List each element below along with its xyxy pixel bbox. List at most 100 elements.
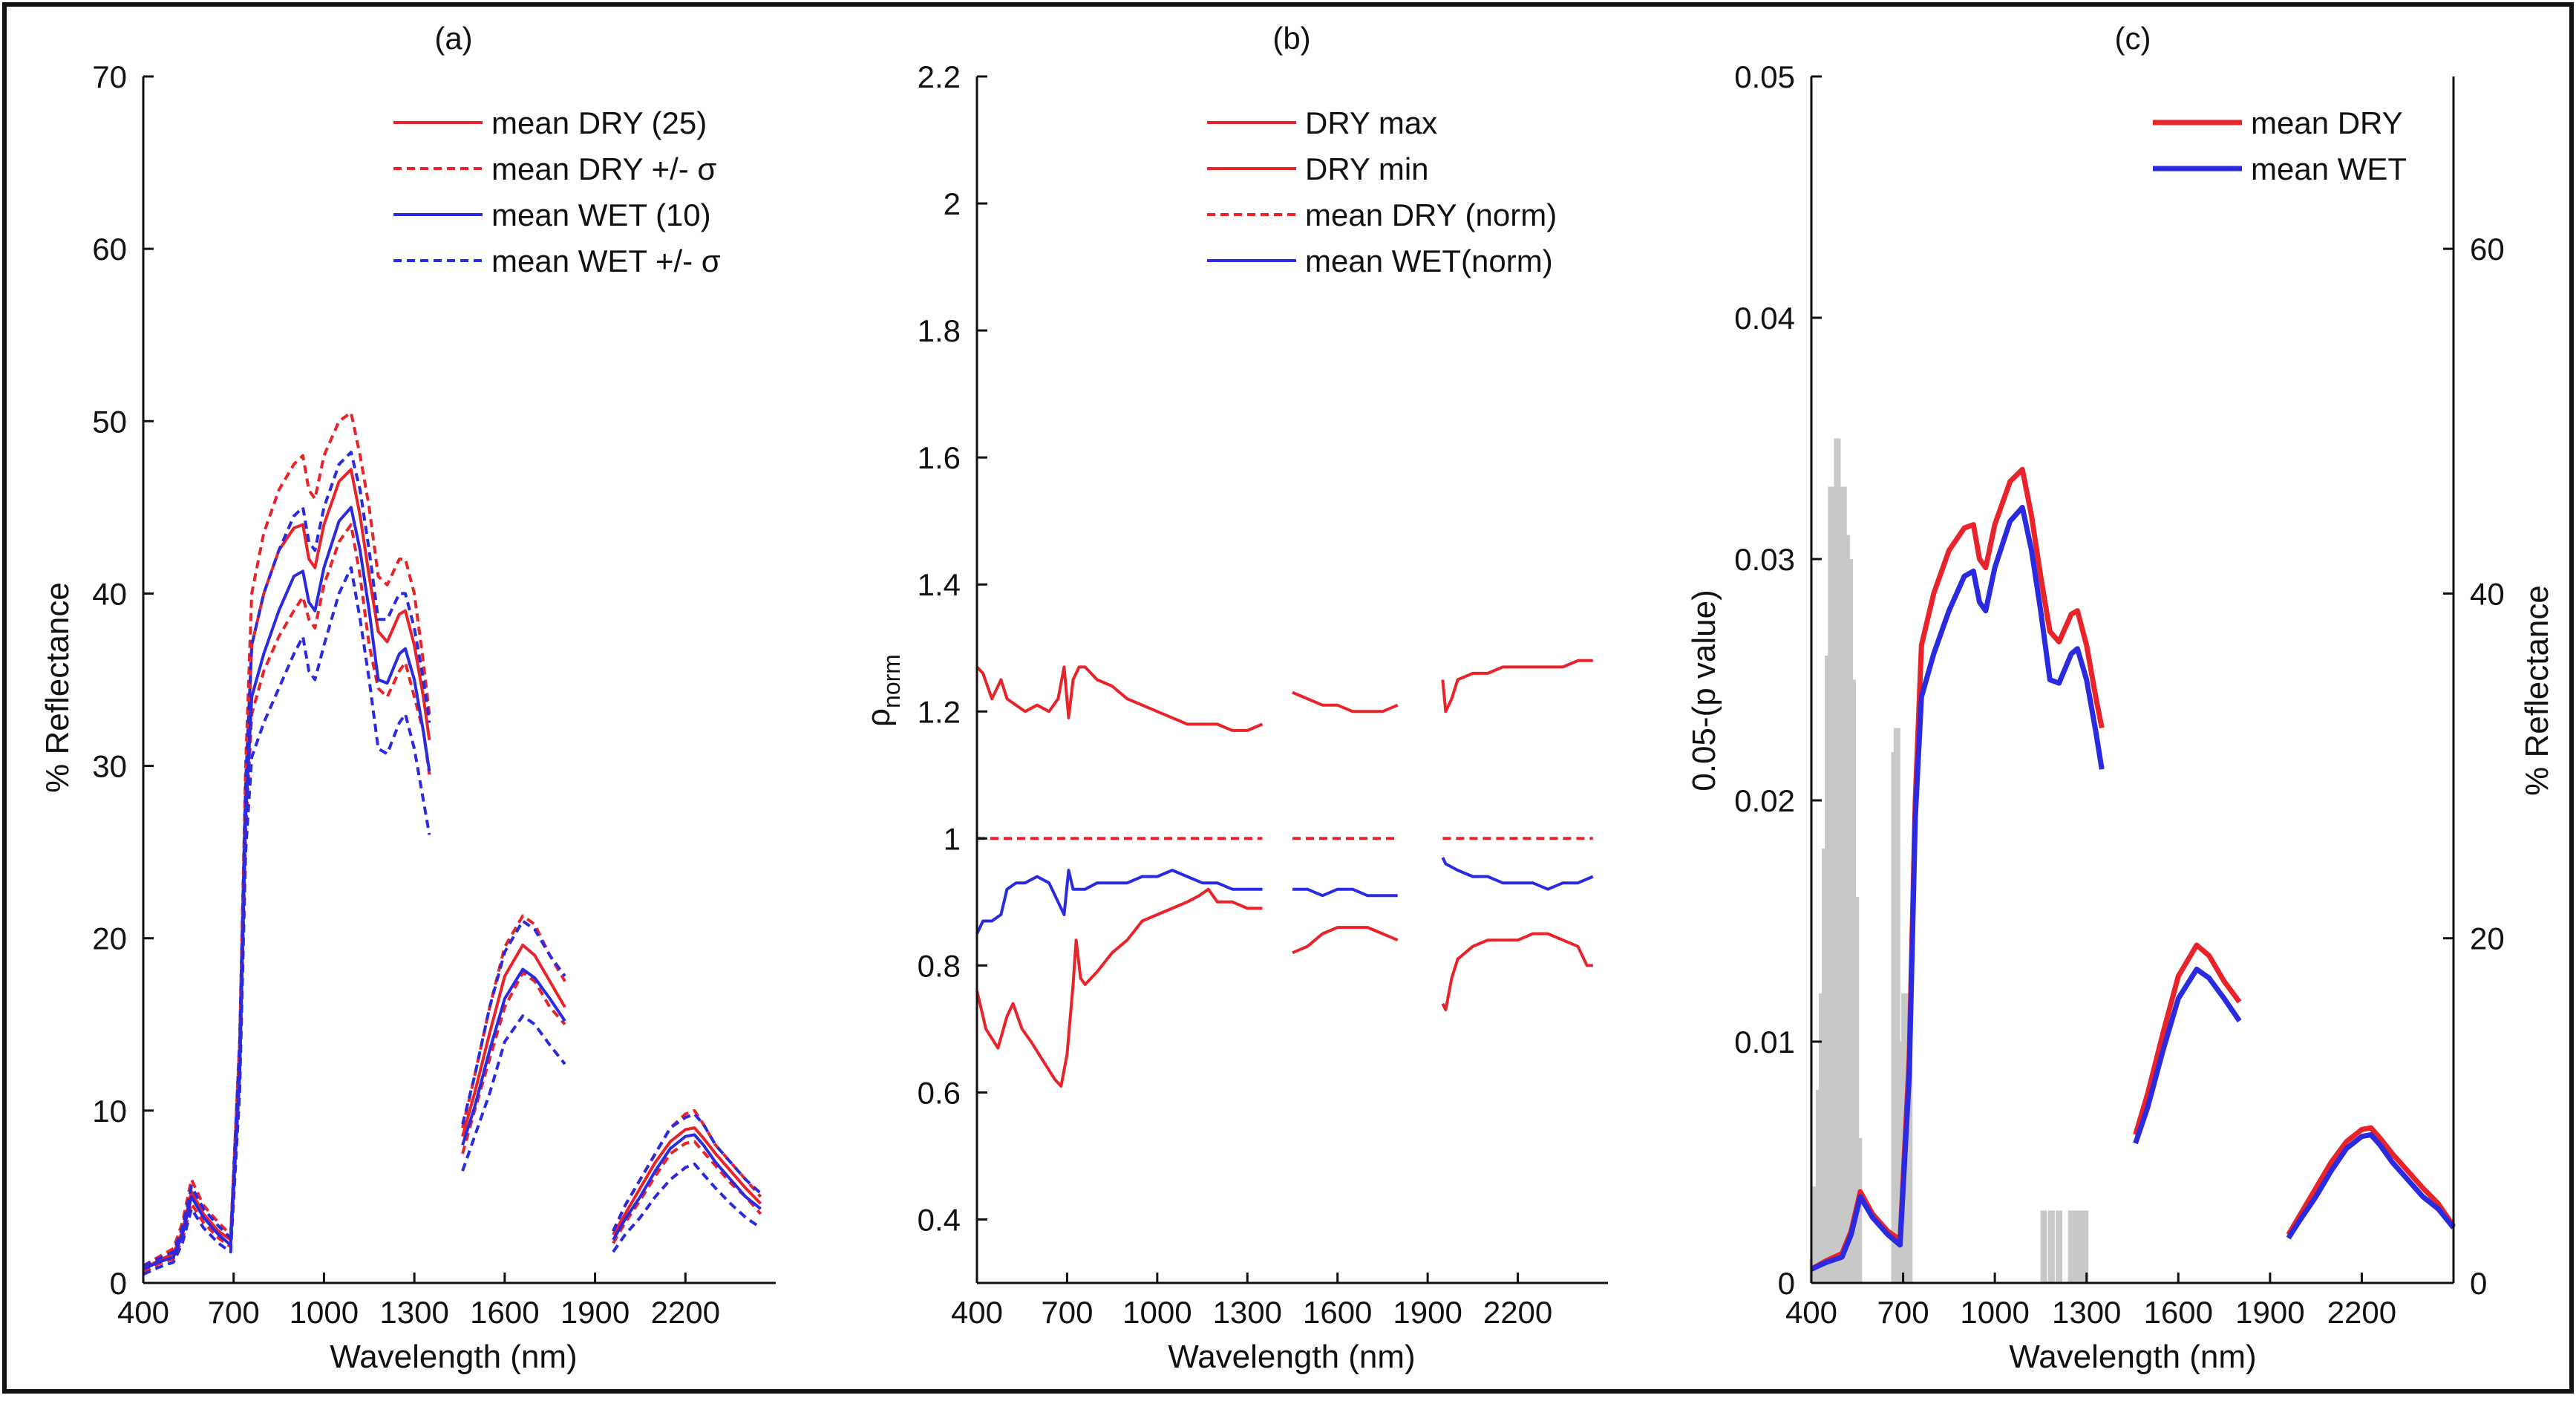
panel-a-y-tick-label-7: 70 (92, 59, 127, 94)
panel-c-legend-label-1: mean WET (2251, 151, 2407, 186)
panel-b-series-1-seg-1 (1292, 926, 1399, 955)
panel-b-x-tick-label-0: 400 (951, 1295, 1003, 1330)
panel-a-series-4-seg-1 (461, 967, 566, 1146)
panel-a-y-tick-label-0: 0 (110, 1266, 127, 1301)
panel-c-x-tick-label-5: 1900 (2235, 1295, 2304, 1330)
panel-b-y-label-group: ρnorm (860, 654, 905, 727)
panel-a-x-tick-label-3: 1300 (379, 1295, 448, 1330)
panel-c-series-0-seg-1 (2133, 942, 2242, 1136)
panel-c-y-label-right: % Reflectance (2519, 585, 2555, 796)
panel-a-y-tick-label-4: 40 (92, 576, 127, 611)
panel-c-hist-bar-21 (2040, 1210, 2047, 1283)
panel-c-hist-bar-14 (1852, 897, 1860, 1283)
panel-a-x-tick-label-2: 1000 (290, 1295, 359, 1330)
panel-a-x-tick-label-4: 1600 (470, 1295, 539, 1330)
panel-c-y-tick-label-0: 0 (1778, 1266, 1795, 1301)
panel-c-hist-bar-24 (2067, 1210, 2075, 1283)
panel-a-y-tick-label-6: 60 (92, 232, 127, 267)
panel-b-y-tick-label-4: 1.2 (918, 694, 961, 729)
panel-a-y-tick-label-1: 10 (92, 1094, 127, 1129)
panel-a-series-4-seg-2 (612, 1133, 762, 1241)
panel-b-legend-label-1: DRY min (1305, 151, 1429, 186)
panel-b-x-tick-label-4: 1600 (1303, 1295, 1372, 1330)
panel-b-legend-label-3: mean WET(norm) (1305, 244, 1553, 278)
panel-a-x-tick-label-1: 700 (208, 1295, 260, 1330)
panel-c-series-1-seg-2 (2286, 1131, 2456, 1240)
panel-b-y-tick-label-7: 1.8 (918, 313, 961, 348)
panel-a-legend-label-3: mean WET +/- σ (491, 244, 721, 278)
panel-c-y-tick-label-1: 0.01 (1734, 1025, 1795, 1059)
panel-c-x-label: Wavelength (nm) (2009, 1339, 2256, 1375)
panel-c-series-1-seg-1 (2133, 967, 2242, 1145)
panel-c-y-label: 0.05-(p value) (1686, 590, 1722, 791)
panel-b-x-tick-label-5: 1900 (1393, 1295, 1462, 1330)
panel-a-series-5-seg-0 (143, 566, 431, 1276)
panel-a-x-tick-label-0: 400 (117, 1295, 169, 1330)
panel-b-y-tick-label-9: 2.2 (918, 59, 961, 94)
panel-b-x-label: Wavelength (nm) (1168, 1339, 1415, 1375)
panel-a-x-tick-label-5: 1900 (560, 1295, 630, 1330)
panel-a-series-3-seg-2 (612, 1112, 762, 1232)
panel-a-series-0-seg-0 (143, 411, 431, 1267)
panel-b-y-tick-label-5: 1.4 (918, 567, 961, 602)
panel-c-title: (c) (2115, 21, 2151, 56)
panel-c-hist-bar-23 (2056, 1210, 2063, 1283)
panel-c-x-tick-label-3: 1300 (2052, 1295, 2121, 1330)
panel-c-y-right-tick-label-3: 60 (2470, 232, 2505, 267)
panel-a: (a) Wavelength (nm) % Reflectance 400 700… (39, 21, 776, 1375)
panel-b-series-3-seg-1 (1292, 887, 1398, 898)
panel-a-x-tick-label-6: 2200 (651, 1295, 720, 1330)
panel-c-hist-bar-20 (1906, 1042, 1913, 1283)
panel-a-y-tick-label-5: 50 (92, 404, 127, 439)
panel-c-y-tick-label-4: 0.04 (1734, 301, 1795, 336)
panel-b-y-label-sub: norm (878, 654, 905, 708)
panel-b-y-tick-label-1: 0.6 (918, 1075, 961, 1110)
panel-a-series-5-seg-2 (612, 1162, 762, 1253)
panel-c-y-right-tick-label-1: 20 (2470, 921, 2505, 956)
panel-b-x-tick-label-2: 1000 (1122, 1295, 1191, 1330)
panel-b-y-label-text: ρnorm (860, 654, 905, 727)
panel-b-y-tick-label-6: 1.6 (918, 440, 961, 475)
panel-a-series-3-seg-1 (461, 919, 566, 1125)
panel-c-y-tick-label-5: 0.05 (1734, 59, 1795, 94)
panel-c-x-tick-label-1: 700 (1877, 1295, 1929, 1330)
panel-b-series-3-seg-0 (975, 869, 1263, 935)
panel-c-hist-bar-17 (1893, 728, 1900, 1283)
panel-c-legend-label-0: mean DRY (2251, 105, 2403, 140)
panel-b-y-tick-label-8: 2 (944, 186, 961, 221)
panel-a-series-5-seg-1 (461, 1014, 566, 1172)
panel-b-x-tick-label-1: 700 (1041, 1295, 1093, 1330)
panel-c-x-tick-label-4: 1600 (2144, 1295, 2213, 1330)
panel-b-series-0-seg-1 (1292, 690, 1399, 713)
panel-c-hist-bar-22 (2047, 1210, 2055, 1283)
panel-c-y-tick-label-3: 0.03 (1734, 542, 1795, 577)
panel-a-series-2-seg-2 (612, 1140, 762, 1244)
panel-a-legend-label-1: mean DRY +/- σ (491, 151, 716, 186)
panel-b-series-1-seg-0 (975, 887, 1263, 1088)
panel-c-series-0-seg-2 (2286, 1125, 2456, 1236)
panel-b-x-tick-label-3: 1300 (1213, 1295, 1282, 1330)
panel-a-series-1-seg-1 (461, 944, 566, 1137)
panel-a-title: (a) (434, 21, 472, 56)
panel-b: (b) Wavelength (nm) ρnorm 400 700 1000 1300… (860, 21, 1608, 1375)
panel-c-series-1-seg-0 (1810, 504, 2105, 1272)
panel-b-legend-label-2: mean DRY (norm) (1305, 197, 1557, 232)
panel-b-legend-label-0: DRY max (1305, 105, 1437, 140)
panel-b-series-3-seg-2 (1441, 857, 1594, 891)
panel-a-legend-label-2: mean WET (10) (491, 197, 711, 232)
panel-b-series-1-seg-2 (1441, 932, 1593, 1012)
panel-b-y-tick-label-2: 0.8 (918, 948, 961, 983)
panel-a-y-tick-label-2: 20 (92, 921, 127, 956)
panel-c-x-tick-label-6: 2200 (2327, 1295, 2396, 1330)
panel-a-y-label: % Reflectance (39, 582, 76, 793)
panel-a-legend-label-0: mean DRY (25) (491, 105, 707, 140)
panel-a-y-tick-label-3: 30 (92, 749, 127, 784)
panel-b-title: (b) (1272, 21, 1310, 56)
panel-c-y-tick-label-2: 0.02 (1734, 783, 1795, 818)
panel-a-series-4-seg-0 (143, 506, 431, 1271)
panel-a-series-1-seg-2 (612, 1126, 762, 1236)
panel-c-y-right-tick-label-0: 0 (2470, 1266, 2487, 1301)
